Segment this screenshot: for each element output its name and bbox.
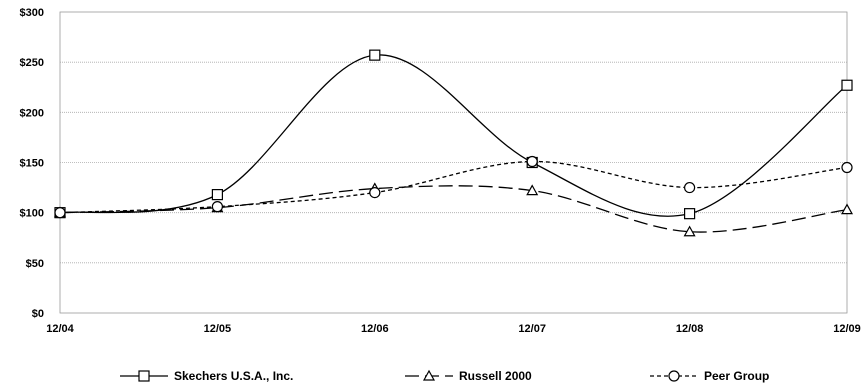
- legend-label-peer-group: Peer Group: [704, 369, 769, 383]
- x-tick-label: 12/05: [204, 323, 232, 335]
- legend-marker-russell-2000: [422, 369, 436, 381]
- y-tick-label: $200: [20, 107, 44, 119]
- series-line-russell-2000: [59, 185, 848, 233]
- y-tick-label: $300: [20, 7, 44, 19]
- legend: Skechers U.S.A., Inc. Russell 2000 Peer Gr…: [120, 369, 769, 383]
- series-lines: [59, 54, 848, 233]
- x-tick-label: 12/07: [518, 323, 546, 335]
- data-point-peer-group: [841, 161, 853, 174]
- data-point-russell-2000: [526, 184, 539, 196]
- series-markers: [53, 49, 854, 237]
- series-line-skechers-u-s-a-inc: [59, 54, 848, 217]
- data-point-skechers-u-s-a-inc: [369, 49, 381, 61]
- data-point-peer-group: [683, 181, 696, 194]
- x-tick-label: 12/04: [46, 323, 74, 335]
- data-point-russell-2000: [840, 203, 854, 215]
- data-point-skechers-u-s-a-inc: [841, 79, 853, 91]
- series-line-peer-group: [59, 160, 848, 214]
- data-point-russell-2000: [683, 225, 696, 237]
- data-point-skechers-u-s-a-inc: [683, 208, 696, 220]
- y-tick-label: $50: [26, 258, 44, 270]
- x-tick-label: 12/08: [676, 323, 704, 335]
- legend-marker-skechers-u-s-a-inc: [138, 370, 150, 382]
- y-tick-label: $150: [20, 158, 44, 170]
- x-tick-label: 12/06: [361, 323, 389, 335]
- y-tick-label: $0: [32, 308, 44, 320]
- legend-label-russell-2000: Russell 2000: [459, 369, 532, 383]
- legend-marker-peer-group: [668, 370, 680, 382]
- data-point-peer-group: [526, 155, 538, 168]
- y-axis-ticks: $0 $50 $100 $150 $200 $250 $300: [20, 7, 44, 320]
- legend-label-skechers-u-s-a-inc: Skechers U.S.A., Inc.: [174, 369, 293, 383]
- y-tick-label: $100: [20, 208, 44, 220]
- data-point-peer-group: [369, 187, 381, 199]
- grid-lines: [59, 11, 848, 314]
- y-tick-label: $250: [20, 57, 44, 69]
- data-point-peer-group: [54, 207, 66, 219]
- x-axis-ticks: 12/04 12/05 12/06 12/07 12/08 12/09: [46, 323, 861, 335]
- x-tick-label: 12/09: [833, 323, 861, 335]
- data-point-peer-group: [211, 201, 223, 213]
- data-point-skechers-u-s-a-inc: [211, 189, 223, 201]
